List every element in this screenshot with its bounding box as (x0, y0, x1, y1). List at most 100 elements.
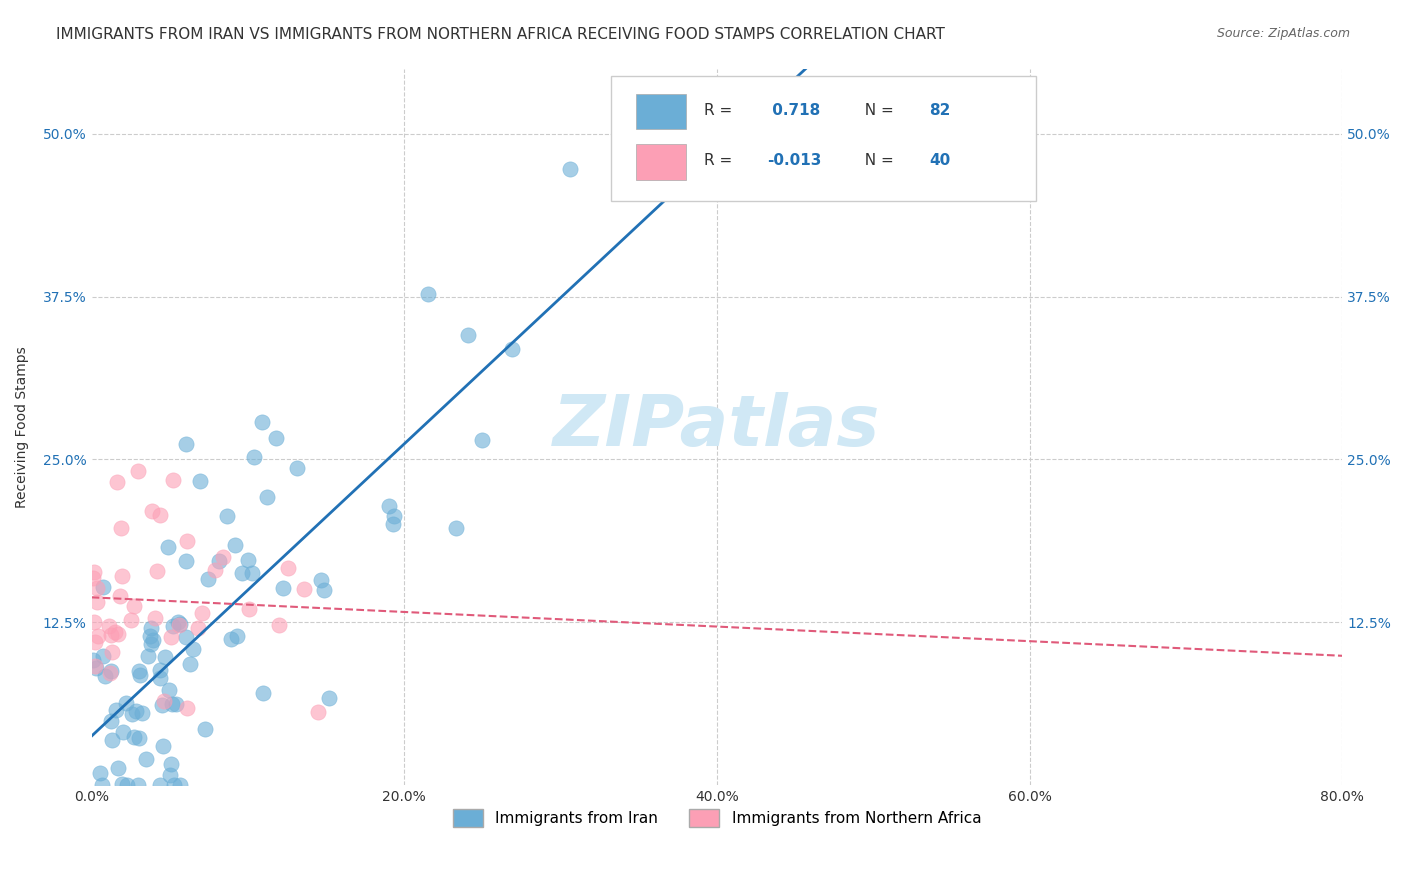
Point (139, 621, 162, 635)
Point (160, 756, 183, 771)
Point (155, 650, 177, 665)
Point (83, 566, 105, 580)
Point (120, 614, 142, 628)
Point (191, 606, 214, 620)
Point (94, 669, 117, 683)
Point (142, 633, 165, 648)
Point (149, 672, 172, 686)
Point (98, 665, 121, 680)
Text: R =: R = (704, 103, 738, 118)
Text: ZIPatlas: ZIPatlas (553, 392, 880, 461)
Point (243, 450, 266, 465)
Point (382, 517, 405, 532)
Point (277, 560, 299, 574)
Point (240, 566, 263, 580)
Point (231, 566, 253, 580)
Point (121, 706, 143, 721)
Point (159, 767, 181, 781)
Point (127, 778, 149, 792)
Point (187, 621, 209, 635)
Point (100, 664, 122, 678)
Point (312, 582, 335, 597)
Point (285, 461, 308, 475)
Point (181, 642, 204, 657)
Point (149, 663, 172, 677)
Point (382, 509, 405, 524)
Point (86, 661, 108, 675)
Point (112, 724, 135, 739)
Point (157, 540, 180, 554)
FancyBboxPatch shape (610, 76, 1036, 201)
Point (122, 599, 145, 614)
Point (149, 778, 172, 792)
Point (153, 694, 176, 708)
Point (152, 739, 174, 753)
Point (560, 161, 582, 176)
Point (128, 731, 150, 746)
Point (141, 504, 163, 518)
Text: R =: R = (704, 153, 738, 168)
Point (292, 582, 315, 597)
Point (457, 327, 479, 342)
Point (86, 595, 108, 609)
Point (111, 569, 134, 583)
Point (307, 705, 329, 719)
Point (179, 657, 201, 672)
Point (127, 464, 149, 478)
Point (89, 765, 111, 780)
Point (104, 624, 127, 639)
Point (264, 432, 287, 446)
Point (176, 534, 198, 549)
Point (86, 581, 108, 595)
Point (160, 697, 183, 711)
Text: IMMIGRANTS FROM IRAN VS IMMIGRANTS FROM NORTHERN AFRICA RECEIVING FOOD STAMPS CO: IMMIGRANTS FROM IRAN VS IMMIGRANTS FROM … (56, 27, 945, 42)
Point (136, 648, 159, 663)
Point (139, 629, 162, 643)
Point (163, 778, 186, 792)
Text: 82: 82 (929, 103, 950, 118)
Point (252, 686, 274, 700)
Point (107, 626, 129, 640)
Legend: Immigrants from Iran, Immigrants from Northern Africa: Immigrants from Iran, Immigrants from No… (446, 801, 988, 835)
Point (84, 658, 107, 673)
Point (108, 589, 131, 603)
Point (150, 698, 173, 713)
Point (236, 553, 259, 567)
Point (188, 474, 211, 488)
Point (169, 778, 191, 792)
Point (100, 628, 122, 642)
Point (166, 615, 188, 629)
Point (143, 611, 166, 625)
Point (162, 473, 184, 487)
Text: N =: N = (855, 103, 898, 118)
Point (100, 714, 122, 728)
Point (128, 664, 150, 678)
Point (84, 635, 107, 649)
Point (174, 436, 197, 450)
Point (160, 630, 183, 644)
Point (100, 645, 122, 659)
Point (115, 778, 138, 792)
Point (111, 777, 134, 791)
Point (131, 706, 153, 720)
Point (90, 778, 112, 792)
Point (471, 433, 494, 447)
Point (174, 630, 197, 644)
Point (87, 629, 110, 643)
Text: N =: N = (855, 153, 898, 168)
Point (271, 581, 294, 595)
Text: 0.718: 0.718 (766, 103, 820, 118)
Point (238, 602, 260, 616)
Y-axis label: Receiving Food Stamps: Receiving Food Stamps (15, 346, 30, 508)
FancyBboxPatch shape (636, 144, 686, 179)
Point (309, 573, 332, 587)
Point (378, 499, 401, 513)
Point (204, 563, 226, 577)
Point (318, 690, 340, 705)
Point (221, 632, 243, 646)
Point (97, 619, 120, 633)
Point (211, 550, 233, 565)
Point (208, 554, 231, 568)
Point (129, 668, 152, 682)
Point (162, 619, 184, 633)
